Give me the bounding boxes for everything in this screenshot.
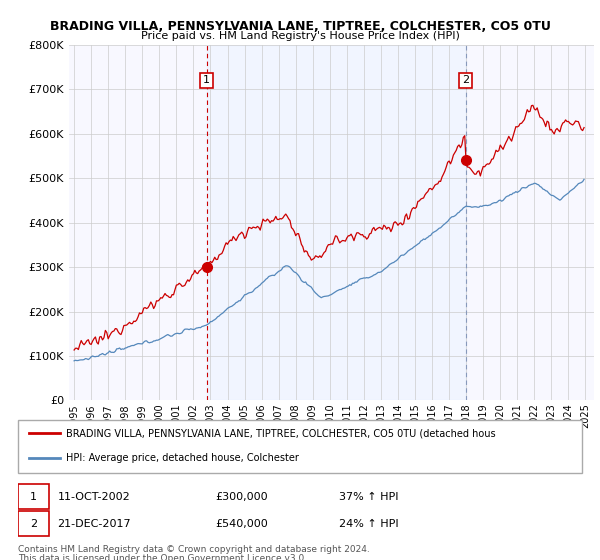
Text: 2: 2 (29, 519, 37, 529)
Text: 1: 1 (30, 492, 37, 502)
Text: HPI: Average price, detached house, Colchester: HPI: Average price, detached house, Colc… (66, 453, 299, 463)
Text: BRADING VILLA, PENNSYLVANIA LANE, TIPTREE, COLCHESTER, CO5 0TU (detached hous: BRADING VILLA, PENNSYLVANIA LANE, TIPTRE… (66, 428, 496, 438)
Text: 24% ↑ HPI: 24% ↑ HPI (340, 519, 399, 529)
FancyBboxPatch shape (18, 484, 49, 510)
Text: £540,000: £540,000 (215, 519, 268, 529)
Text: £300,000: £300,000 (215, 492, 268, 502)
Text: 1: 1 (203, 76, 210, 85)
Text: Contains HM Land Registry data © Crown copyright and database right 2024.: Contains HM Land Registry data © Crown c… (18, 545, 370, 554)
Text: This data is licensed under the Open Government Licence v3.0.: This data is licensed under the Open Gov… (18, 554, 307, 560)
Text: Price paid vs. HM Land Registry's House Price Index (HPI): Price paid vs. HM Land Registry's House … (140, 31, 460, 41)
Bar (207, 45, 466, 400)
FancyBboxPatch shape (18, 420, 582, 473)
Text: BRADING VILLA, PENNSYLVANIA LANE, TIPTREE, COLCHESTER, CO5 0TU: BRADING VILLA, PENNSYLVANIA LANE, TIPTRE… (50, 20, 550, 32)
FancyBboxPatch shape (18, 511, 49, 536)
Text: 2: 2 (462, 76, 469, 85)
Text: 21-DEC-2017: 21-DEC-2017 (58, 519, 131, 529)
Text: 37% ↑ HPI: 37% ↑ HPI (340, 492, 399, 502)
Text: 11-OCT-2002: 11-OCT-2002 (58, 492, 130, 502)
